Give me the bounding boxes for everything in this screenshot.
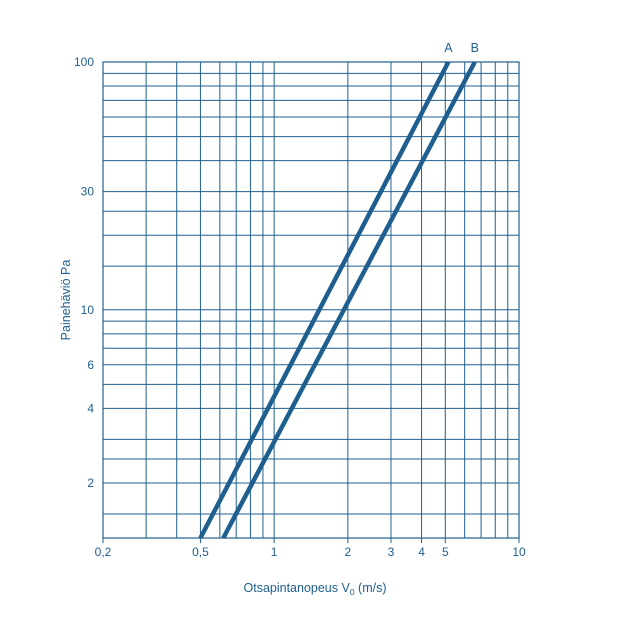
series-label-a: A (444, 41, 453, 55)
series-label-b: B (471, 41, 479, 55)
x-tick-label: 2 (345, 545, 352, 559)
tick-labels: 0,2 0,5 1 2 3 4 5 10 2 4 6 10 30 100 (74, 55, 526, 559)
y-axis-label: Painehäviö Pa (59, 260, 73, 341)
y-tick-label: 10 (81, 303, 95, 317)
x-axis-label-subscript: 0 (350, 587, 355, 597)
x-axis-label-suffix: (m/s) (355, 581, 387, 595)
y-tick-label: 30 (81, 185, 95, 199)
x-tick-label: 3 (388, 545, 395, 559)
x-tick-label: 1 (271, 545, 278, 559)
y-tick-label: 100 (74, 55, 94, 69)
series-line-b (221, 60, 477, 540)
x-tick-label: 0,5 (192, 545, 209, 559)
y-tick-label: 4 (87, 401, 94, 415)
grid (102, 61, 520, 539)
y-tick-label: 6 (87, 358, 94, 372)
x-tick-label: 10 (512, 545, 526, 559)
plot-frame (102, 61, 520, 539)
x-tick-label: 4 (418, 545, 425, 559)
x-tick-label: 0,2 (95, 545, 112, 559)
series (198, 60, 477, 540)
y-tick-label: 2 (87, 476, 94, 490)
x-axis-label: Otsapintanopeus V0 (m/s) (244, 581, 387, 597)
x-tick-label: 5 (442, 545, 449, 559)
series-line-a (198, 60, 451, 540)
